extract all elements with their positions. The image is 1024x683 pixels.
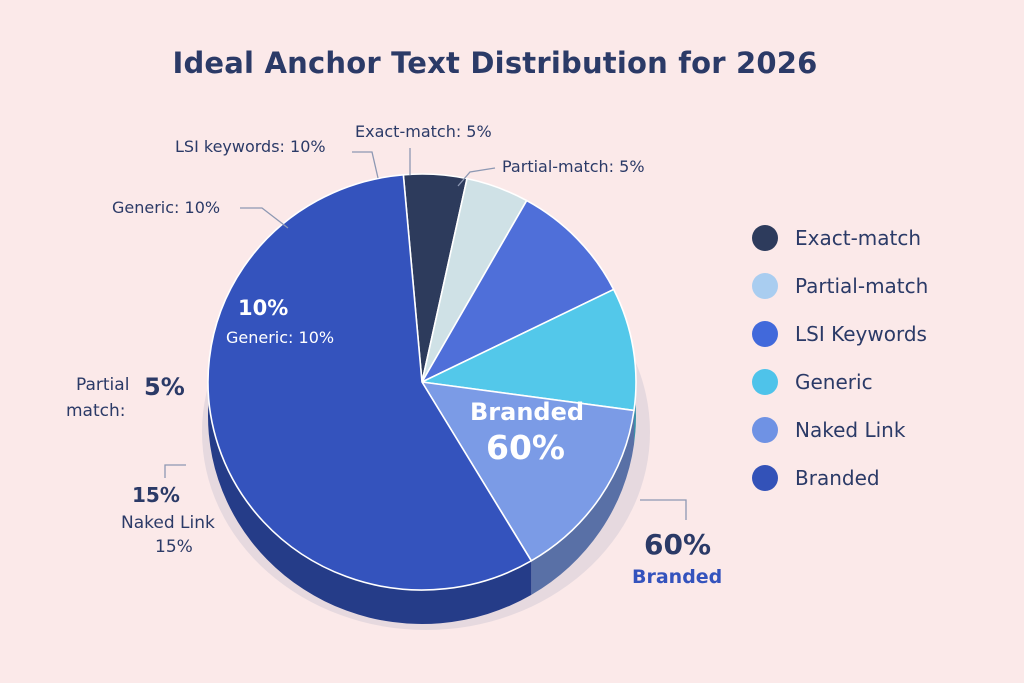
label-partial-word: Partial [76, 375, 130, 395]
label-branded-inner-pct: 60% [486, 428, 565, 467]
legend-swatch [752, 273, 778, 299]
label-exact-match: Exact-match: 5% [355, 122, 492, 141]
legend-swatch [752, 465, 778, 491]
label-naked-pct: 15% [132, 483, 180, 507]
label-branded-outer: Branded [632, 566, 723, 588]
slice-generic [421, 288, 637, 412]
legend-item-lsi-keywords: LSI Keywords [752, 310, 928, 358]
label-branded-inner: Branded [470, 398, 585, 426]
legend-label: Partial-match [795, 274, 929, 298]
label-naked-pct2: 15% [155, 537, 193, 557]
legend-item-naked-link: Naked Link [752, 406, 928, 454]
slice-branded [207, 173, 533, 591]
legend-label: Naked Link [795, 418, 906, 442]
label-lsi-keywords: LSI keywords: 10% [175, 137, 326, 156]
slice-side-branded [208, 174, 532, 624]
legend-swatch [752, 225, 778, 251]
legend-label: Generic [795, 370, 873, 394]
chart-title: Ideal Anchor Text Distribution for 2026 [172, 46, 818, 80]
legend: Exact-match Partial-match LSI Keywords G… [752, 214, 928, 502]
leader-naked-link [164, 464, 186, 478]
legend-item-branded: Branded [752, 454, 928, 502]
legend-swatch [752, 321, 778, 347]
label-partial-pct: 5% [144, 373, 185, 401]
leader-partial-match [457, 167, 496, 187]
legend-label: LSI Keywords [795, 322, 927, 346]
label-generic-pct: 10% [238, 296, 289, 320]
leader-branded [640, 499, 687, 520]
label-branded-outer-pct: 60% [644, 528, 712, 561]
slice-naked-link [421, 381, 635, 562]
slice-side-naked-link [531, 410, 634, 595]
leader-generic [240, 207, 289, 229]
legend-swatch [752, 417, 778, 443]
label-generic-inner: Generic: 10% [226, 328, 335, 347]
legend-swatch [752, 369, 778, 395]
label-partial-match: Partial-match: 5% [502, 157, 645, 176]
legend-item-exact-match: Exact-match [752, 214, 928, 262]
label-partial-word2: match: [66, 401, 126, 421]
legend-label: Branded [795, 466, 880, 490]
legend-item-partial-match: Partial-match [752, 262, 928, 310]
leader-lsi-keywords [352, 151, 379, 179]
slice-lsi-keywords [421, 199, 615, 383]
label-generic-outer: Generic: 10% [112, 198, 221, 217]
legend-label: Exact-match [795, 226, 922, 250]
legend-item-generic: Generic [752, 358, 928, 406]
label-naked-text: Naked Link [121, 513, 215, 533]
